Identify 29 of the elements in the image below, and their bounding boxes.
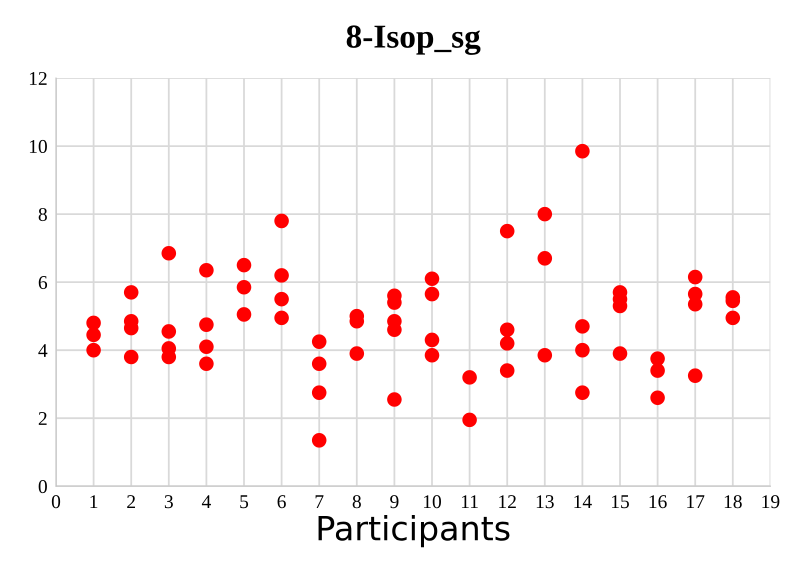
x-tick-label: 18 bbox=[724, 495, 742, 508]
y-tick-label: 12 bbox=[30, 72, 47, 85]
y-tick-label: 6 bbox=[38, 276, 48, 290]
x-tick-label: 4 bbox=[202, 495, 211, 508]
y-tick-label: 2 bbox=[38, 412, 47, 425]
x-tick-label: 14 bbox=[574, 495, 592, 508]
x-tick-label: 17 bbox=[687, 495, 704, 508]
x-tick-label: 12 bbox=[499, 495, 516, 508]
x-tick-label: 3 bbox=[164, 495, 173, 508]
x-tick-label: 8 bbox=[352, 495, 361, 508]
x-axis-title: Participants bbox=[318, 514, 510, 548]
x-tick-label: 19 bbox=[762, 495, 780, 508]
y-tick-label: 10 bbox=[30, 140, 47, 154]
x-tick-label: 13 bbox=[536, 495, 554, 508]
x-tick-label: 2 bbox=[127, 495, 135, 508]
y-tick-label: 4 bbox=[38, 344, 48, 357]
y-tick-label: 8 bbox=[38, 208, 47, 222]
x-tick-label: 15 bbox=[612, 495, 629, 508]
x-tick-label: 10 bbox=[424, 495, 441, 508]
x-tick-label: 11 bbox=[462, 495, 478, 508]
x-tick-label: 9 bbox=[390, 495, 398, 508]
x-tick-label: 1 bbox=[90, 495, 98, 508]
y-tick-label: 0 bbox=[38, 480, 47, 494]
x-tick-label: 5 bbox=[240, 495, 248, 508]
chart-title: 8-Isop_sg bbox=[346, 25, 480, 55]
x-tick-label: 6 bbox=[278, 495, 286, 508]
x-tick-label: 0 bbox=[52, 495, 60, 508]
x-tick-label: 7 bbox=[316, 495, 324, 508]
x-tick-label: 16 bbox=[650, 495, 667, 508]
